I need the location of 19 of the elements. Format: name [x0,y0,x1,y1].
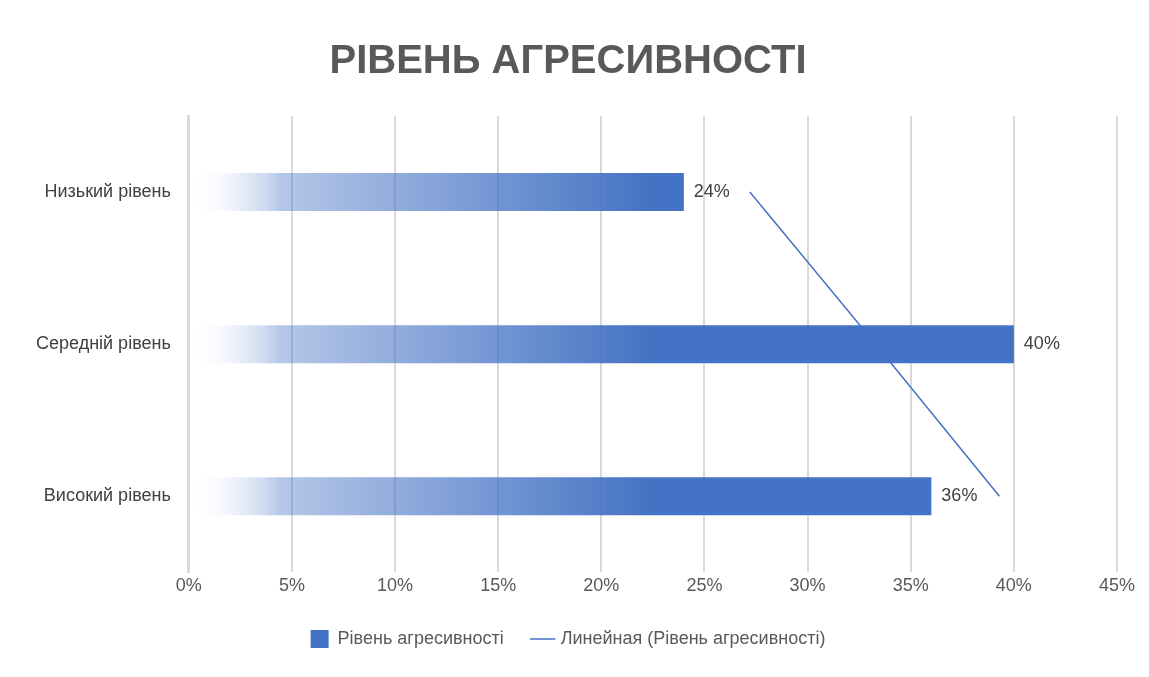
x-tick-label: 30% [789,575,826,596]
y-tick-label: Середній рівень [35,333,171,354]
data-label: 40% [1023,333,1060,354]
x-tick-label: 0% [175,575,202,596]
legend-label: Линейная (Рівень агресивності) [560,627,826,648]
x-tick-label: 10% [377,575,414,596]
chart-title: РІВЕНЬ АГРЕСИВНОСТІ [329,37,807,82]
x-tick-label: 35% [892,575,929,596]
x-tick-label: 20% [583,575,620,596]
y-tick-label: Високий рівень [43,485,171,506]
x-tick-label: 25% [686,575,723,596]
legend-label: Рівень агресивності [337,627,504,648]
x-tick-label: 45% [1098,575,1135,596]
x-tick-label: 5% [278,575,305,596]
x-tick-label: 15% [480,575,517,596]
y-tick-label: Низький рівень [44,181,171,202]
data-label: 24% [693,181,730,202]
x-tick-label: 40% [995,575,1032,596]
data-label: 36% [941,485,978,506]
